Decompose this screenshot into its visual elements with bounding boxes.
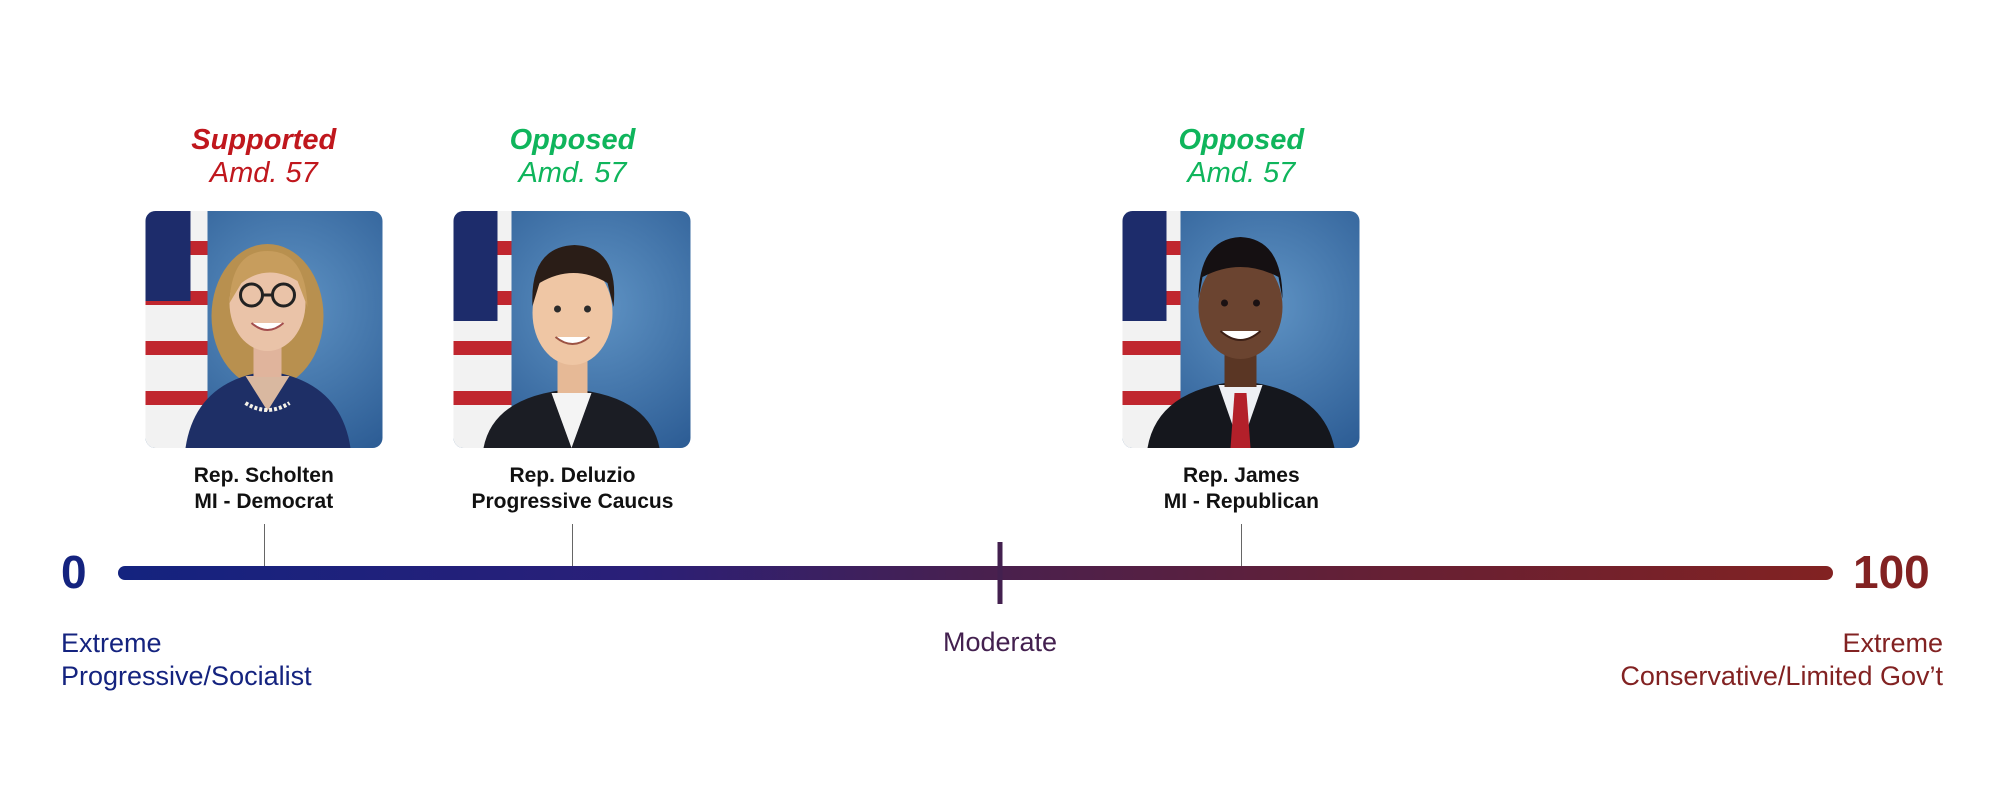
scale-max-value: 100 [1853, 546, 1930, 598]
scale-right-label: Extreme Conservative/Limited Gov’t [1620, 627, 1943, 693]
amendment-label: Amd. 57 [209, 157, 318, 190]
amendment-label: Amd. 57 [1187, 157, 1296, 190]
rep-affiliation: MI - Republican [1163, 489, 1319, 513]
scale-center-label: Moderate [942, 627, 1058, 657]
rep-name: Rep. Deluzio [509, 464, 636, 487]
scale-min-value: 0 [61, 546, 87, 598]
scale-right-label-line: Extreme [1842, 628, 1943, 658]
scale-right-label-line: Conservative/Limited Gov’t [1620, 660, 1943, 691]
amendment-label: Amd. 57 [518, 157, 627, 190]
portrait-man-icon [1122, 211, 1360, 448]
portrait-woman-icon [145, 211, 383, 448]
scale-left-label-line: Progressive/Socialist [61, 660, 312, 691]
vote-label-scholten: Supported Amd. 57 [114, 124, 414, 191]
scale-left-label: Extreme Progressive/Socialist [61, 627, 312, 693]
vote-verdict: Supported [191, 124, 337, 156]
scale-connector [572, 524, 574, 566]
rep-name-deluzio: Rep. Deluzio Progressive Caucus [412, 463, 732, 514]
ideology-scale-bar [118, 566, 1833, 580]
rep-name-scholten: Rep. Scholten MI - Democrat [104, 463, 424, 514]
rep-affiliation: MI - Democrat [194, 489, 334, 513]
scale-connector [1241, 524, 1243, 566]
rep-name: Rep. James [1182, 464, 1300, 487]
portrait-james [1122, 211, 1360, 448]
scale-connector [263, 524, 265, 566]
rep-name-james: Rep. James MI - Republican [1081, 463, 1401, 514]
vote-verdict: Opposed [1178, 124, 1305, 156]
scale-left-label-line: Extreme [61, 628, 162, 658]
scale-midpoint-tick [997, 542, 1003, 604]
rep-affiliation: Progressive Caucus [471, 489, 674, 513]
portrait-deluzio [453, 211, 691, 448]
vote-verdict: Opposed [509, 124, 636, 156]
portrait-scholten [145, 211, 383, 448]
vote-label-james: Opposed Amd. 57 [1091, 124, 1391, 191]
portrait-man-icon [453, 211, 691, 448]
vote-label-deluzio: Opposed Amd. 57 [422, 124, 722, 191]
rep-name: Rep. Scholten [193, 464, 334, 487]
